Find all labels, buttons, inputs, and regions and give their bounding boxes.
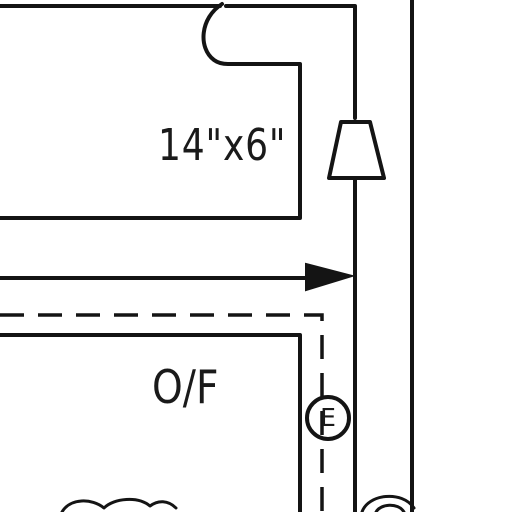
dashed-duct-line <box>0 313 324 512</box>
bottom-arc-inner <box>374 503 406 512</box>
damper-symbol <box>327 120 386 180</box>
inner-vertical-line <box>224 4 357 120</box>
duct-outline-upper <box>0 2 302 220</box>
flow-arrow <box>305 262 356 292</box>
duct-outline-lower <box>0 333 302 512</box>
bottom-arc <box>360 494 416 512</box>
equipment-marker <box>305 395 351 441</box>
marker-letter-label: E <box>320 403 336 432</box>
revision-cloud <box>60 498 178 512</box>
duct-size-label: 14"x6" <box>158 120 287 171</box>
duct-code-label: O/F <box>152 360 219 414</box>
